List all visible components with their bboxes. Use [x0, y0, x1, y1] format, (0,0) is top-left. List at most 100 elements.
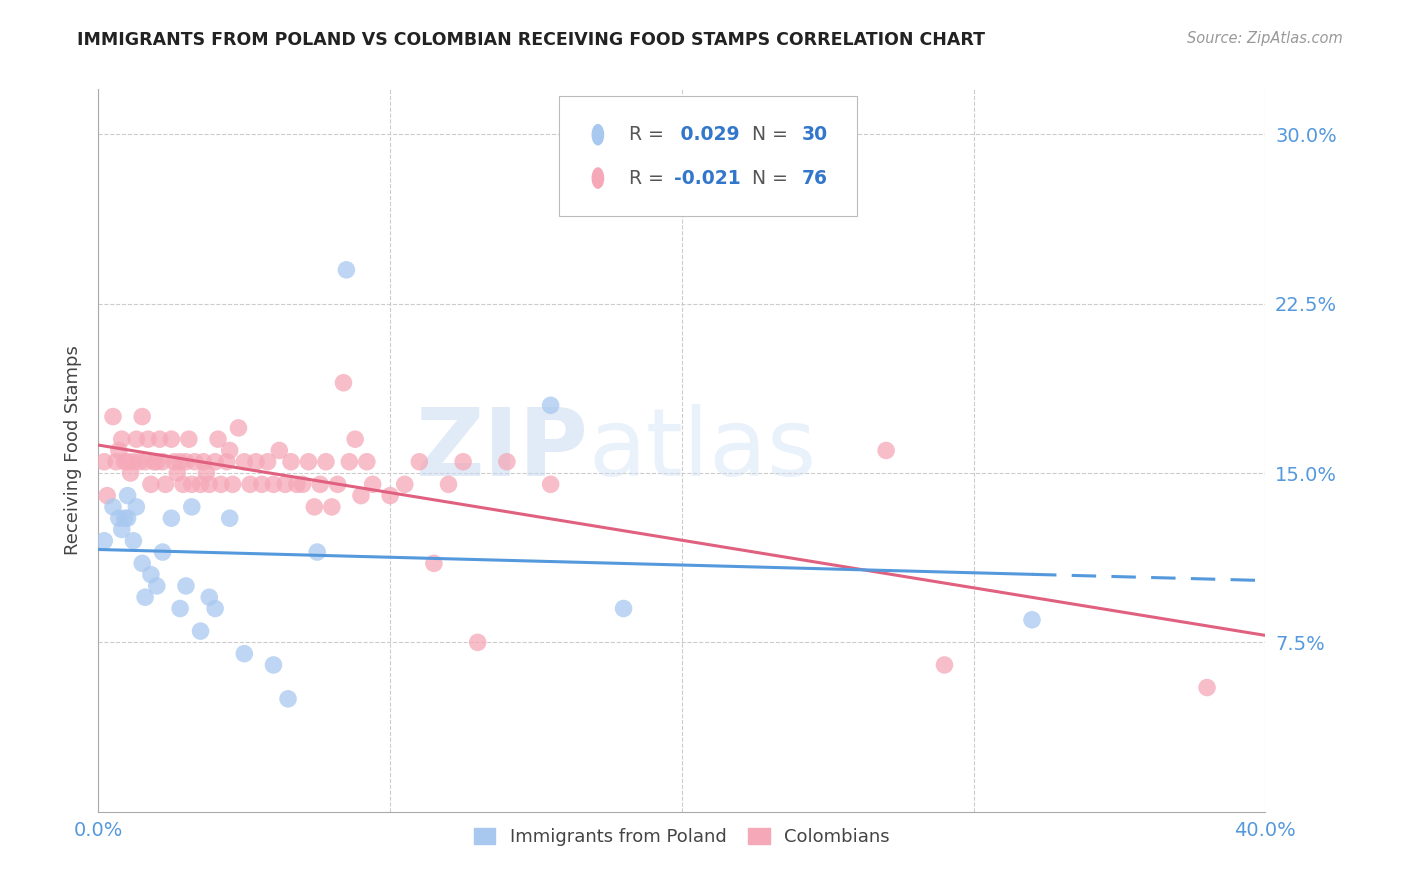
Text: atlas: atlas [589, 404, 817, 497]
Y-axis label: Receiving Food Stamps: Receiving Food Stamps [63, 345, 82, 556]
Point [128, 455, 150, 469]
Point [195, 466, 218, 480]
Point [190, 624, 212, 639]
Point [193, 455, 215, 469]
Point [356, 455, 378, 469]
Point [152, 455, 174, 469]
Point [114, 511, 136, 525]
Point [256, 455, 278, 469]
Point [174, 455, 197, 469]
Point [190, 477, 212, 491]
Legend: Immigrants from Poland, Colombians: Immigrants from Poland, Colombians [467, 821, 897, 854]
Point [125, 432, 148, 446]
Point [172, 477, 194, 491]
Point [93, 533, 115, 548]
Point [269, 443, 291, 458]
Point [120, 466, 142, 480]
Text: 30: 30 [801, 125, 828, 145]
Text: R =: R = [630, 125, 671, 145]
Point [307, 545, 329, 559]
Point [332, 376, 354, 390]
Point [155, 477, 177, 491]
Point [315, 455, 337, 469]
Text: R =: R = [630, 169, 671, 187]
Point [139, 567, 162, 582]
Point [1021, 613, 1043, 627]
Point [183, 455, 205, 469]
Text: Source: ZipAtlas.com: Source: ZipAtlas.com [1187, 31, 1343, 46]
Point [335, 262, 357, 277]
Point [423, 557, 446, 571]
Point [233, 455, 256, 469]
Point [180, 477, 202, 491]
Text: N =: N = [741, 169, 794, 187]
Point [139, 477, 162, 491]
Point [467, 635, 489, 649]
Point [380, 489, 402, 503]
Text: IMMIGRANTS FROM POLAND VS COLOMBIAN RECEIVING FOOD STAMPS CORRELATION CHART: IMMIGRANTS FROM POLAND VS COLOMBIAN RECE… [77, 31, 986, 49]
Ellipse shape [592, 125, 603, 145]
Point [934, 657, 956, 672]
Point [309, 477, 332, 491]
Point [125, 500, 148, 514]
Point [160, 432, 183, 446]
Point [122, 455, 145, 469]
Point [291, 477, 314, 491]
Text: 76: 76 [801, 169, 828, 187]
Point [496, 455, 519, 469]
Point [277, 691, 299, 706]
Point [108, 511, 131, 525]
Point [134, 455, 156, 469]
Point [262, 477, 284, 491]
Text: ZIP: ZIP [416, 404, 589, 497]
Point [131, 409, 153, 424]
Point [321, 500, 343, 514]
Point [285, 477, 308, 491]
Point [304, 500, 326, 514]
Point [451, 455, 474, 469]
Point [134, 591, 156, 605]
Point [215, 455, 238, 469]
Point [233, 647, 256, 661]
Point [250, 477, 273, 491]
Point [122, 533, 145, 548]
Point [394, 477, 416, 491]
Point [297, 455, 319, 469]
Point [146, 579, 169, 593]
Point [344, 432, 367, 446]
Point [540, 477, 562, 491]
FancyBboxPatch shape [560, 96, 858, 216]
Point [136, 432, 159, 446]
Point [245, 455, 267, 469]
Point [198, 591, 221, 605]
Point [198, 477, 221, 491]
Point [361, 477, 384, 491]
Point [612, 601, 634, 615]
Point [163, 455, 186, 469]
Point [149, 432, 172, 446]
Point [117, 511, 139, 525]
Point [152, 545, 174, 559]
Point [177, 432, 200, 446]
Point [108, 443, 131, 458]
Point [221, 477, 243, 491]
Point [437, 477, 460, 491]
Point [146, 455, 169, 469]
Point [209, 477, 232, 491]
Point [239, 477, 262, 491]
Point [350, 489, 373, 503]
Text: 0.029: 0.029 [673, 125, 740, 145]
Point [280, 455, 302, 469]
Ellipse shape [592, 168, 603, 188]
Point [117, 489, 139, 503]
Point [326, 477, 349, 491]
Point [174, 579, 197, 593]
Point [228, 421, 250, 435]
Point [408, 455, 430, 469]
Point [875, 443, 897, 458]
Point [218, 511, 240, 525]
Point [142, 455, 165, 469]
Point [111, 432, 134, 446]
Point [204, 601, 226, 615]
Point [207, 432, 229, 446]
